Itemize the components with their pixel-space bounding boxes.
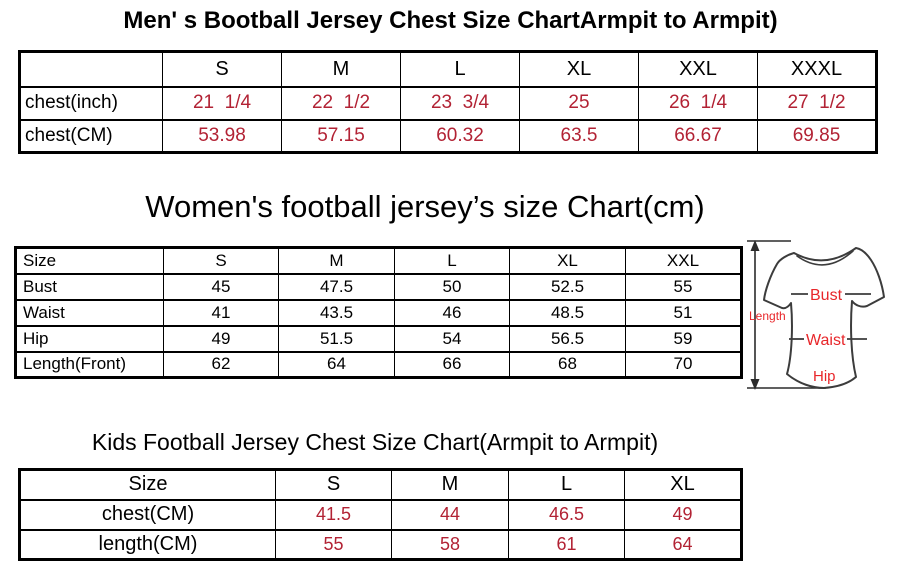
women-header-xxl: XXL xyxy=(625,246,742,275)
women-waist-m: 43.5 xyxy=(278,298,395,327)
men-chest-cm-m: 57.15 xyxy=(281,118,401,154)
women-hip-xxl: 59 xyxy=(625,324,742,353)
tshirt-measurement-diagram: Length Bust Waist Hip xyxy=(747,240,885,390)
men-chest-inch-xxxl: 27 1/2 xyxy=(757,85,877,121)
kids-header-l: L xyxy=(508,468,625,501)
kids-chest-s: 41.5 xyxy=(275,498,392,531)
women-waist-l: 46 xyxy=(394,298,510,327)
tshirt-outline-icon xyxy=(763,247,885,389)
kids-header-xl: XL xyxy=(624,468,742,501)
bust-label: Bust xyxy=(810,287,843,304)
men-chest-inch-xxl: 26 1/4 xyxy=(638,85,758,121)
women-hip-xl: 56.5 xyxy=(509,324,626,353)
length-label: Length xyxy=(749,309,786,323)
men-chest-inch-s: 21 1/4 xyxy=(162,85,282,121)
kids-chest-m: 44 xyxy=(391,498,509,531)
women-header-l: L xyxy=(394,246,510,275)
men-chart-title: Men' s Bootball Jersey Chest Size ChartA… xyxy=(123,7,778,34)
women-row-label: Waist xyxy=(15,298,164,327)
women-header-xl: XL xyxy=(509,246,626,275)
kids-length-l: 61 xyxy=(508,528,625,561)
women-bust-m: 47.5 xyxy=(278,272,395,301)
men-header-xxl: XXL xyxy=(638,50,758,88)
women-hip-l: 54 xyxy=(394,324,510,353)
women-header-row: Size S M L XL XXL xyxy=(15,246,742,275)
men-row-label: chest(CM) xyxy=(19,118,163,154)
women-chart-title: Women's football jersey’s size Chart(cm) xyxy=(145,189,705,224)
men-chest-inch-xl: 25 xyxy=(519,85,639,121)
women-bust-l: 50 xyxy=(394,272,510,301)
kids-length-s: 55 xyxy=(275,528,392,561)
women-length-xxl: 70 xyxy=(625,350,742,379)
women-length-row: Length(Front) 62 64 66 68 70 xyxy=(15,350,742,379)
men-header-xxxl: XXXL xyxy=(757,50,877,88)
kids-length-row: length(CM) 55 58 61 64 xyxy=(19,528,742,561)
measurement-lines xyxy=(789,293,871,340)
kids-chest-row: chest(CM) 41.5 44 46.5 49 xyxy=(19,498,742,531)
women-hip-s: 49 xyxy=(163,324,279,353)
kids-header-row: Size S M L XL xyxy=(19,468,742,501)
women-header-m: M xyxy=(278,246,395,275)
women-hip-row: Hip 49 51.5 54 56.5 59 xyxy=(15,324,742,353)
men-chest-cm-xxxl: 69.85 xyxy=(757,118,877,154)
women-waist-s: 41 xyxy=(163,298,279,327)
men-chest-inch-m: 22 1/2 xyxy=(281,85,401,121)
women-header-s: S xyxy=(163,246,279,275)
men-chest-inch-row: chest(inch) 21 1/4 22 1/2 23 3/4 25 26 1… xyxy=(19,85,877,121)
women-row-label: Length(Front) xyxy=(15,350,164,379)
kids-row-label: chest(CM) xyxy=(19,498,276,531)
men-chest-cm-s: 53.98 xyxy=(162,118,282,154)
women-bust-s: 45 xyxy=(163,272,279,301)
women-length-l: 66 xyxy=(394,350,510,379)
women-header-size: Size xyxy=(15,246,164,275)
women-row-label: Hip xyxy=(15,324,164,353)
women-length-s: 62 xyxy=(163,350,279,379)
women-waist-row: Waist 41 43.5 46 48.5 51 xyxy=(15,298,742,327)
men-chest-cm-row: chest(CM) 53.98 57.15 60.32 63.5 66.67 6… xyxy=(19,118,877,154)
men-chest-cm-l: 60.32 xyxy=(400,118,520,154)
women-waist-xl: 48.5 xyxy=(509,298,626,327)
men-header-blank xyxy=(19,50,163,88)
men-size-table: S M L XL XXL XXXL chest(inch) 21 1/4 22 … xyxy=(18,50,878,154)
men-chest-cm-xl: 63.5 xyxy=(519,118,639,154)
women-bust-xxl: 55 xyxy=(625,272,742,301)
men-header-m: M xyxy=(281,50,401,88)
men-header-row: S M L XL XXL XXXL xyxy=(19,50,877,88)
kids-chest-xl: 49 xyxy=(624,498,742,531)
kids-chart-title: Kids Football Jersey Chest Size Chart(Ar… xyxy=(91,429,659,455)
men-chest-inch-l: 23 3/4 xyxy=(400,85,520,121)
kids-length-xl: 64 xyxy=(624,528,742,561)
kids-size-table: Size S M L XL chest(CM) 41.5 44 46.5 49 … xyxy=(18,468,743,561)
kids-chest-l: 46.5 xyxy=(508,498,625,531)
kids-header-size: Size xyxy=(19,468,276,501)
women-size-table: Size S M L XL XXL Bust 45 47.5 50 52.5 5… xyxy=(14,246,743,379)
kids-header-m: M xyxy=(391,468,509,501)
men-header-xl: XL xyxy=(519,50,639,88)
women-row-label: Bust xyxy=(15,272,164,301)
length-arrow-icon xyxy=(747,240,826,390)
men-header-l: L xyxy=(400,50,520,88)
men-chest-cm-xxl: 66.67 xyxy=(638,118,758,154)
women-bust-row: Bust 45 47.5 50 52.5 55 xyxy=(15,272,742,301)
men-header-s: S xyxy=(162,50,282,88)
men-row-label: chest(inch) xyxy=(19,85,163,121)
women-length-xl: 68 xyxy=(509,350,626,379)
kids-row-label: length(CM) xyxy=(19,528,276,561)
women-hip-m: 51.5 xyxy=(278,324,395,353)
women-length-m: 64 xyxy=(278,350,395,379)
women-waist-xxl: 51 xyxy=(625,298,742,327)
kids-length-m: 58 xyxy=(391,528,509,561)
waist-label: Waist xyxy=(806,332,846,349)
kids-header-s: S xyxy=(275,468,392,501)
women-bust-xl: 52.5 xyxy=(509,272,626,301)
hip-label: Hip xyxy=(813,368,836,385)
